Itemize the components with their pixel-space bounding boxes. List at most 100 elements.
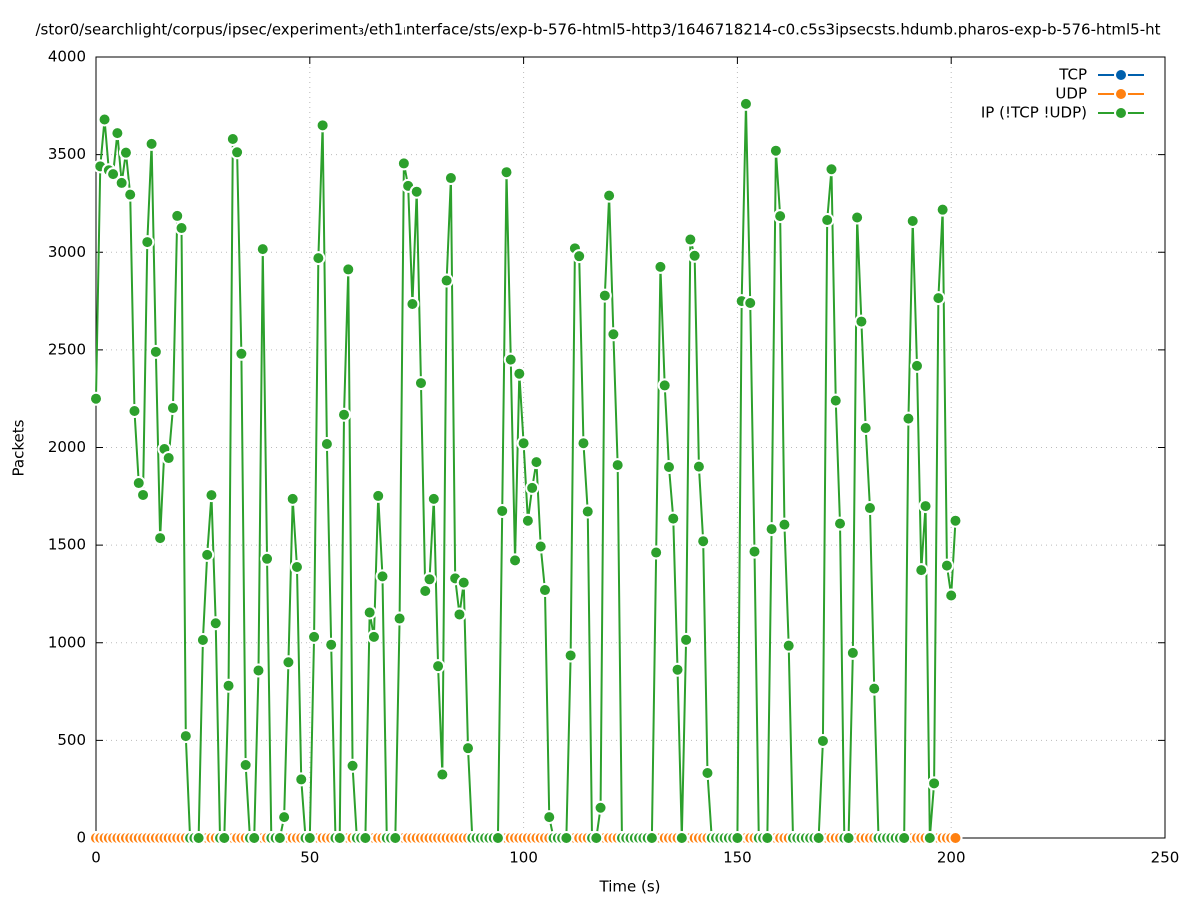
- data-point: [345, 758, 360, 773]
- data-point: [948, 513, 963, 528]
- data-point: [563, 648, 578, 663]
- data-point: [341, 262, 356, 277]
- data-point: [260, 551, 275, 566]
- data-point: [136, 487, 151, 502]
- data-point: [905, 214, 920, 229]
- x-axis-label: Time (s): [599, 878, 661, 896]
- legend-label: UDP: [1055, 85, 1087, 103]
- data-point: [657, 378, 672, 393]
- data-point: [97, 112, 112, 127]
- data-point: [918, 499, 933, 514]
- data-point: [195, 633, 210, 648]
- data-point: [730, 831, 745, 845]
- data-point: [431, 659, 446, 674]
- y-tick-label: 1000: [48, 633, 86, 651]
- data-point: [443, 171, 458, 186]
- data-point: [901, 411, 916, 426]
- data-point: [255, 242, 270, 257]
- data-point: [931, 291, 946, 306]
- data-point: [110, 126, 125, 141]
- data-point: [738, 96, 753, 111]
- data-point: [935, 202, 950, 217]
- data-point: [815, 733, 830, 748]
- data-point: [114, 175, 129, 190]
- data-point: [426, 491, 441, 506]
- data-point: [939, 558, 954, 573]
- data-point: [204, 488, 219, 503]
- data-point: [696, 534, 711, 549]
- y-tick-label: 2000: [48, 438, 86, 456]
- data-point: [691, 459, 706, 474]
- data-point: [679, 632, 694, 647]
- data-point: [106, 167, 121, 182]
- data-point: [944, 588, 959, 603]
- x-tick-label: 0: [91, 849, 101, 867]
- data-point: [580, 504, 595, 519]
- data-point: [375, 569, 390, 584]
- legend-swatch: [1114, 87, 1128, 101]
- data-point: [422, 572, 437, 587]
- data-point: [670, 662, 685, 677]
- y-tick-label: 500: [57, 731, 86, 749]
- x-tick-label: 50: [300, 849, 319, 867]
- legend-label: TCP: [1058, 66, 1087, 84]
- data-point: [922, 831, 937, 845]
- data-point: [495, 503, 510, 518]
- data-point: [602, 188, 617, 203]
- data-point: [768, 143, 783, 158]
- x-tick-label: 100: [509, 849, 538, 867]
- data-point: [311, 251, 326, 266]
- data-point: [781, 638, 796, 653]
- data-point: [178, 729, 193, 744]
- data-point: [927, 776, 942, 791]
- data-point: [773, 209, 788, 224]
- data-point: [661, 460, 676, 475]
- data-point: [824, 162, 839, 177]
- data-point: [914, 563, 929, 578]
- legend-swatch: [1114, 68, 1128, 82]
- data-point: [319, 436, 334, 451]
- data-point: [251, 663, 266, 678]
- data-point: [520, 513, 535, 528]
- data-point: [897, 831, 912, 845]
- data-point: [396, 156, 411, 171]
- data-point: [503, 352, 518, 367]
- data-point: [174, 221, 189, 236]
- data-point: [537, 583, 552, 598]
- data-point: [435, 767, 450, 782]
- data-point: [820, 213, 835, 228]
- data-point: [324, 637, 339, 652]
- data-point: [131, 476, 146, 491]
- data-point: [281, 655, 296, 670]
- data-point: [858, 420, 873, 435]
- data-point: [170, 208, 185, 223]
- legend-swatch: [1114, 106, 1128, 120]
- data-point: [512, 366, 527, 381]
- data-point: [272, 831, 287, 845]
- data-point: [828, 393, 843, 408]
- y-axis-label: Packets: [10, 419, 28, 476]
- data-point: [747, 544, 762, 559]
- data-point: [948, 831, 963, 845]
- data-point: [760, 831, 775, 845]
- data-point: [542, 810, 557, 825]
- y-tick-label: 4000: [48, 48, 86, 66]
- data-point: [285, 491, 300, 506]
- data-point: [289, 559, 304, 574]
- data-point: [366, 629, 381, 644]
- data-point: [525, 480, 540, 495]
- data-point: [700, 765, 715, 780]
- data-point: [533, 539, 548, 554]
- data-point: [225, 132, 240, 147]
- data-point: [315, 118, 330, 133]
- y-tick-label: 3000: [48, 243, 86, 261]
- data-point: [123, 187, 138, 202]
- data-point: [593, 800, 608, 815]
- data-point: [683, 232, 698, 247]
- data-point: [516, 436, 531, 451]
- data-point: [666, 511, 681, 526]
- data-point: [127, 403, 142, 418]
- data-point: [508, 553, 523, 568]
